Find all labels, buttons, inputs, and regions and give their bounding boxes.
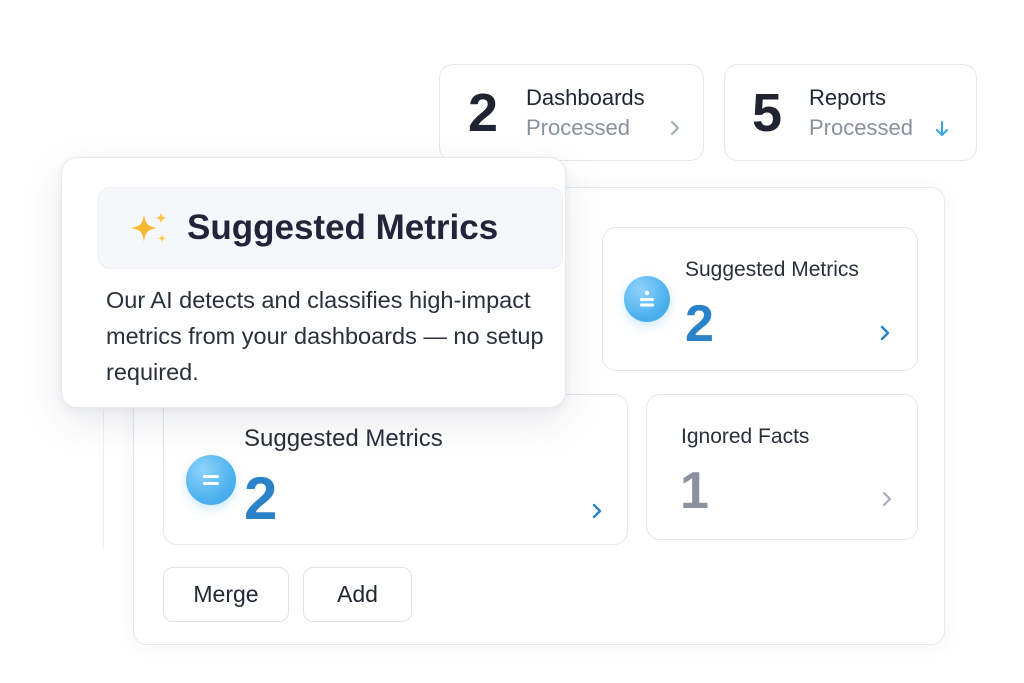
suggested-metrics-tooltip: Suggested Metrics Our AI detects and cla… xyxy=(61,157,566,408)
arrow-down-icon[interactable] xyxy=(934,120,950,143)
merge-button[interactable]: Merge xyxy=(163,567,289,622)
metric-value: 2 xyxy=(685,295,714,353)
metric-value: 2 xyxy=(244,465,278,532)
chevron-right-icon[interactable] xyxy=(881,491,893,512)
dashboards-subtitle: Processed xyxy=(526,114,630,140)
suggested-metrics-card-secondary[interactable]: Suggested Metrics 2 xyxy=(602,227,918,371)
tooltip-header: Suggested Metrics xyxy=(98,187,563,269)
metric-bubble-icon xyxy=(624,276,670,322)
reports-label: Reports Processed xyxy=(809,85,913,141)
ignored-facts-card[interactable]: Ignored Facts 1 xyxy=(646,394,918,540)
dashboards-count: 2 xyxy=(467,82,499,143)
dashboards-processed-card[interactable]: 2 Dashboards Processed xyxy=(439,64,704,161)
metric-title: Suggested Metrics xyxy=(685,258,859,281)
metric-title: Suggested Metrics xyxy=(244,425,443,452)
tooltip-title: Suggested Metrics xyxy=(187,208,499,247)
chevron-right-icon[interactable] xyxy=(669,120,681,141)
reports-count: 5 xyxy=(751,82,783,143)
metric-bubble-icon xyxy=(186,455,236,505)
metric-title: Ignored Facts xyxy=(681,425,810,448)
chevron-right-icon[interactable] xyxy=(591,503,603,524)
background-divider xyxy=(103,410,104,550)
add-button[interactable]: Add xyxy=(303,567,412,622)
dashboards-title: Dashboards xyxy=(526,84,645,110)
suggested-metrics-card[interactable]: Suggested Metrics 2 xyxy=(163,394,628,545)
dashboards-label: Dashboards Processed xyxy=(526,85,645,141)
reports-processed-card[interactable]: 5 Reports Processed xyxy=(724,64,977,161)
reports-subtitle: Processed xyxy=(809,114,913,140)
chevron-right-icon[interactable] xyxy=(879,325,891,346)
metric-value: 1 xyxy=(680,462,709,520)
tooltip-body: Our AI detects and classifies high-impac… xyxy=(106,287,544,385)
reports-title: Reports xyxy=(809,84,887,110)
sparkles-icon xyxy=(127,210,173,255)
